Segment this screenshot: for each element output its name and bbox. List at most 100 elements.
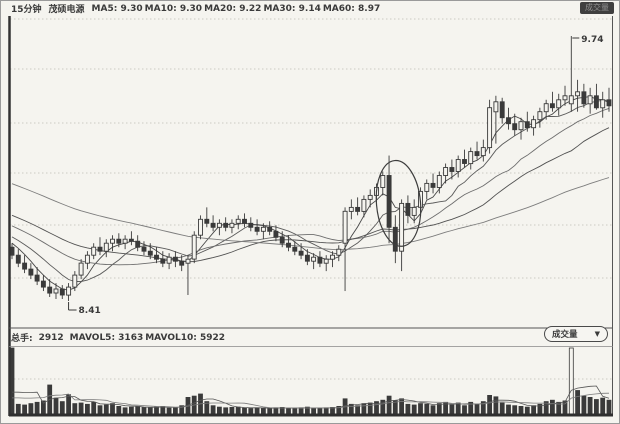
candle-up (166, 256, 172, 264)
candle-up (53, 288, 59, 294)
candle-up (122, 238, 128, 244)
period-label: 15分钟 (11, 5, 42, 15)
volume-bar (581, 395, 587, 415)
volume-bar (91, 401, 97, 415)
ma-line-30 (11, 127, 610, 263)
volume-bar (594, 399, 599, 415)
candle-down (254, 226, 260, 232)
volume-bar (587, 396, 593, 415)
volume-header-bar: 总手: 2912 MAVOL5: 3163 MAVOL10: 5922 (11, 330, 617, 345)
candle-up (468, 151, 474, 165)
candlesticks (9, 35, 612, 301)
candle-down (128, 238, 134, 242)
candle-down (355, 206, 361, 212)
volume-bar (85, 403, 90, 415)
candle-down (499, 101, 505, 119)
candle-down (549, 103, 555, 109)
indicator-dropdown-value: 成交量 (552, 330, 578, 340)
volume-bar (506, 404, 511, 415)
candle-up (110, 238, 115, 244)
volume-bar (455, 402, 461, 415)
candle-up (531, 119, 537, 129)
volume-bar (248, 408, 254, 415)
candle-down (506, 117, 511, 125)
candle-up (103, 242, 109, 252)
candle-down (40, 280, 46, 288)
candle-down (386, 175, 392, 228)
volume-bar (15, 403, 21, 415)
candle-up (330, 254, 335, 260)
ma-line-20 (11, 107, 610, 266)
candle-down (204, 218, 210, 224)
volume-bar (518, 405, 524, 415)
candle-up (260, 226, 266, 232)
volume-bar (254, 407, 260, 415)
candle-up (575, 91, 581, 97)
volume-bar (53, 397, 59, 415)
candle-up (568, 95, 574, 105)
candle-up (235, 218, 241, 224)
candle-down (405, 202, 411, 216)
total-volume-value: 2912 (38, 332, 64, 343)
candle-up (518, 121, 524, 131)
candle-down (581, 91, 587, 105)
candle-down (273, 230, 279, 238)
volume-bar (524, 406, 530, 415)
candle-down (210, 222, 216, 228)
volume-bar (487, 394, 493, 415)
candle-down (606, 99, 612, 107)
candle-down (248, 222, 254, 228)
ma-value: MA20: 9.22 (204, 3, 262, 14)
candle-up (342, 210, 348, 244)
volume-bar (600, 397, 606, 415)
volume-bar (72, 403, 78, 415)
candle-down (304, 254, 310, 262)
candle-down (593, 95, 599, 109)
volume-bar (28, 403, 34, 415)
candle-up (443, 167, 449, 176)
candle-down (116, 238, 122, 244)
candle-down (474, 151, 480, 157)
candle-up (600, 99, 606, 109)
volume-bar (97, 405, 103, 415)
volume-bar (172, 407, 178, 415)
volume-bar (411, 404, 417, 415)
candle-up (399, 202, 405, 252)
candle-down (179, 260, 185, 266)
volume-bar (499, 402, 505, 415)
candle-up (323, 258, 329, 264)
candle-up (493, 101, 499, 113)
candle-down (172, 256, 178, 262)
volume-bar (493, 396, 499, 415)
candle-up (336, 248, 342, 256)
high-price-annotation: 9.74 (581, 35, 603, 45)
candle-up (480, 147, 486, 157)
volume-bar (235, 406, 241, 415)
volume-bar (116, 405, 122, 415)
candle-up (411, 206, 417, 216)
volume-bar (405, 403, 411, 415)
volume-bars (9, 347, 612, 415)
volume-bar (147, 407, 153, 415)
ma-value: MA30: 9.14 (263, 3, 321, 14)
volume-bar (424, 403, 430, 415)
candle-down (317, 256, 323, 264)
candle-up (84, 254, 90, 264)
candle-up (587, 95, 593, 105)
candle-up (367, 194, 373, 200)
indicator-dropdown[interactable]: 成交量 ▼ (544, 326, 608, 342)
volume-bar (330, 406, 335, 415)
volume-bar (531, 405, 536, 415)
candle-down (154, 254, 159, 260)
candle-up (380, 175, 386, 188)
corner-badge-button[interactable]: 成交量 (580, 2, 614, 14)
candle-down (449, 167, 455, 172)
mavol-line-5 (11, 385, 610, 409)
ellipse-annotation (375, 159, 422, 247)
ma-line-60 (11, 177, 610, 251)
candle-up (91, 246, 97, 256)
candle-up (229, 222, 235, 228)
candle-up (537, 111, 543, 121)
volume-bar (154, 406, 159, 415)
